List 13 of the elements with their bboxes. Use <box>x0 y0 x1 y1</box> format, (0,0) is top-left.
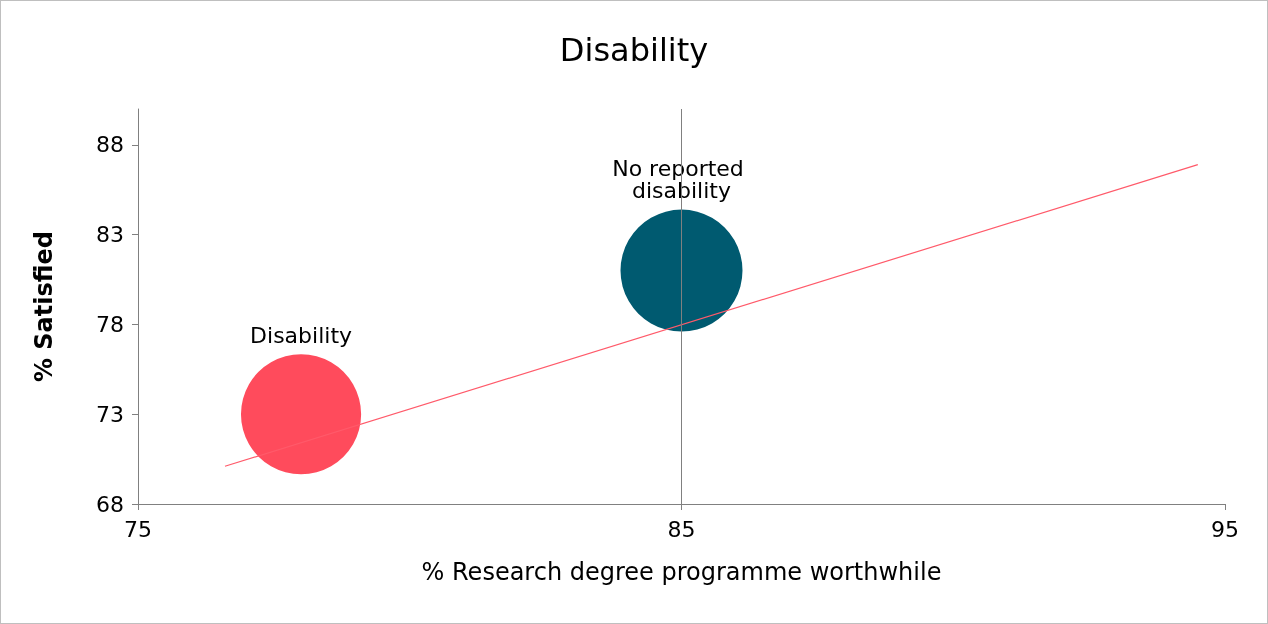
x-tick-label: 85 <box>667 516 696 542</box>
x-tick-label: 75 <box>124 516 152 542</box>
series-label: Disability <box>250 322 353 348</box>
y-axis-title: % Satisfied <box>30 230 58 383</box>
y-tick-label: 73 <box>96 401 124 427</box>
y-tick-label: 88 <box>96 132 124 158</box>
x-axis-title: % Research degree programme worthwhile <box>421 558 942 586</box>
y-tick-label: 83 <box>96 222 124 248</box>
y-tick-label: 68 <box>96 491 124 517</box>
series-label: No reported disability <box>612 156 751 204</box>
x-tick-label: 95 <box>1211 516 1239 542</box>
chart-title: Disability <box>559 31 709 69</box>
y-tick-label: 78 <box>96 311 124 337</box>
